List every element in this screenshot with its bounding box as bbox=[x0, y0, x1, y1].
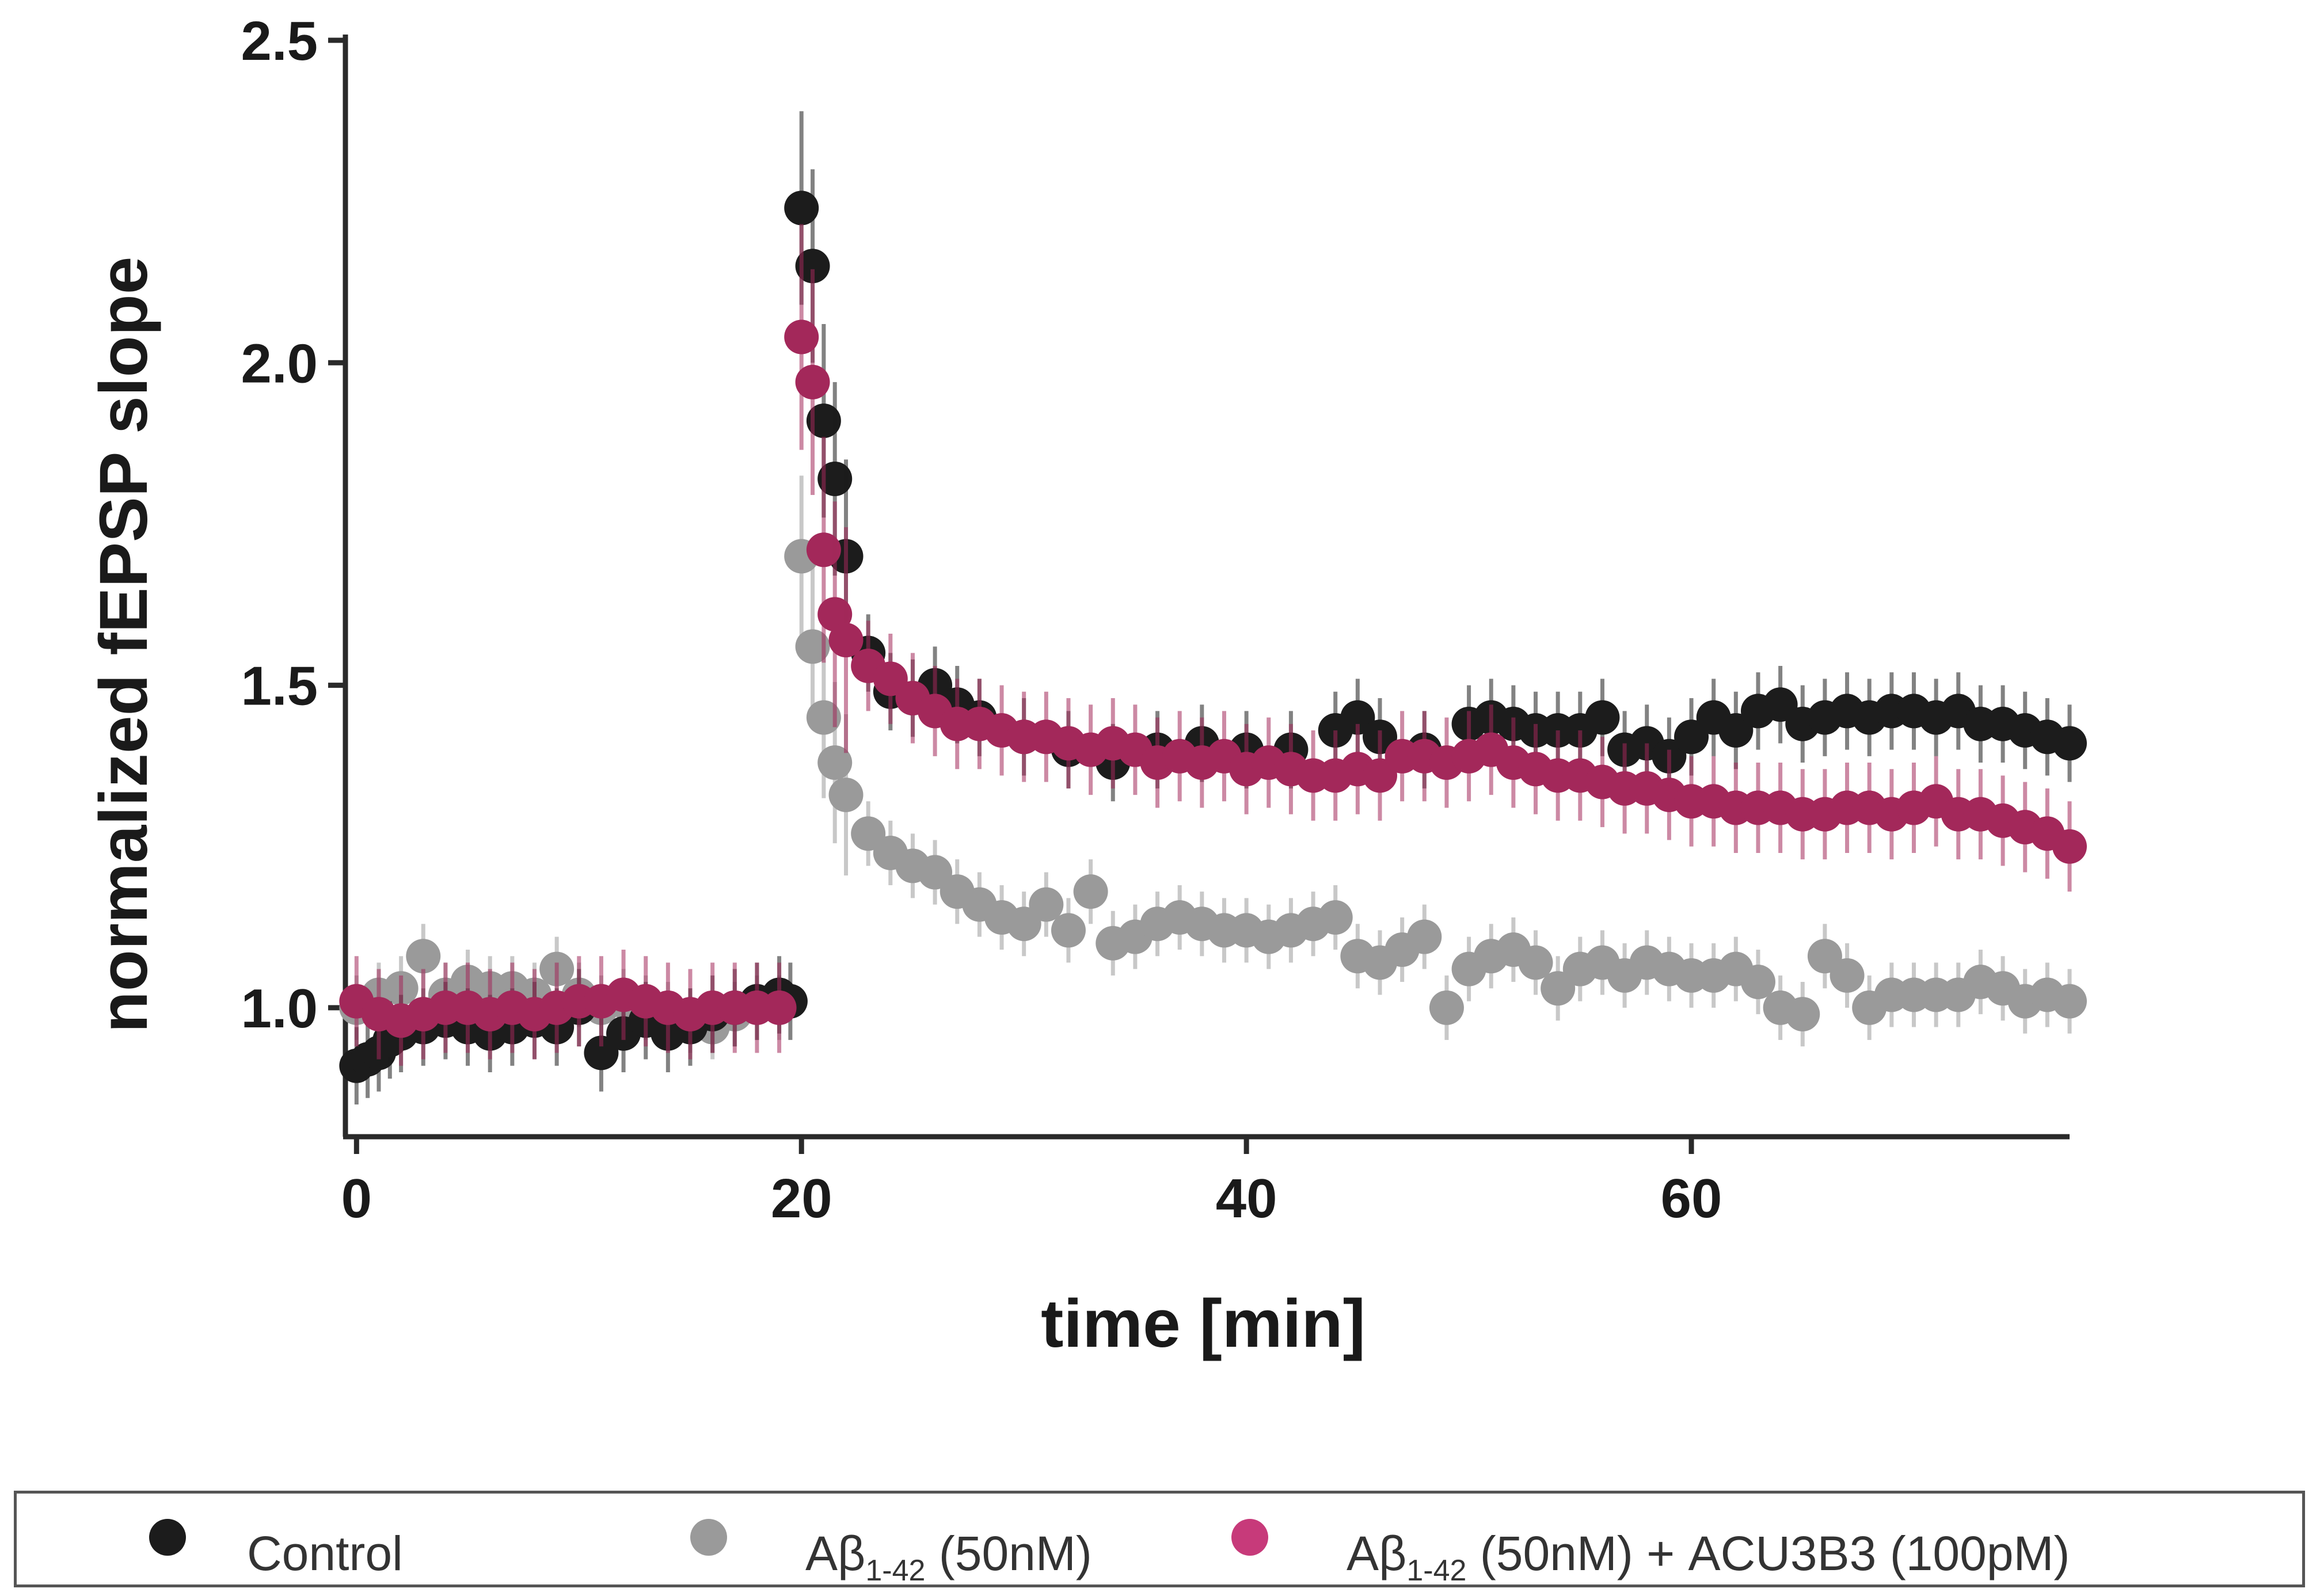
y-tick-label: 2.0 bbox=[241, 333, 318, 394]
data-point bbox=[1318, 900, 1353, 935]
data-point bbox=[873, 661, 908, 696]
data-point bbox=[2052, 984, 2087, 1019]
series-2 bbox=[339, 224, 2087, 1066]
data-point bbox=[1407, 919, 1442, 954]
data-point bbox=[828, 778, 864, 813]
data-point bbox=[584, 1035, 619, 1071]
data-point bbox=[828, 623, 864, 658]
data-point bbox=[1830, 958, 1865, 993]
data-point bbox=[806, 700, 841, 735]
data-point bbox=[817, 597, 853, 632]
data-point bbox=[817, 462, 853, 496]
data-point bbox=[784, 319, 819, 355]
data-point bbox=[1674, 719, 1709, 755]
data-point bbox=[1051, 913, 1086, 948]
chart-axes: 1.0 1.5 2.0 2.5 0 20 40 60 bbox=[241, 10, 2070, 1229]
data-point bbox=[1585, 700, 1620, 735]
data-point bbox=[1763, 687, 1798, 722]
data-point bbox=[1785, 997, 1820, 1032]
data-point bbox=[1006, 906, 1041, 942]
data-point bbox=[1807, 939, 1842, 974]
x-tick-label: 40 bbox=[1216, 1168, 1277, 1229]
chart-series bbox=[339, 111, 2087, 1104]
data-point bbox=[2052, 829, 2087, 864]
data-point bbox=[851, 816, 886, 851]
data-point bbox=[1541, 971, 1576, 1006]
data-point bbox=[1340, 700, 1375, 735]
data-point bbox=[806, 403, 841, 439]
data-point bbox=[1718, 713, 1754, 748]
legend: Control Aβ1-42 (50nM) Aβ1-42 (50nM) + AC… bbox=[14, 1491, 2305, 1587]
data-point bbox=[2052, 726, 2087, 761]
x-tick-label: 0 bbox=[341, 1168, 372, 1229]
legend-marker-abeta-acu3b3 bbox=[1231, 1519, 1268, 1556]
data-point bbox=[784, 191, 819, 226]
data-point bbox=[795, 364, 830, 399]
data-point bbox=[795, 629, 830, 664]
data-point bbox=[1029, 887, 1064, 922]
y-axis-title: normalized fEPSP slope bbox=[86, 257, 162, 1033]
data-point bbox=[918, 855, 953, 890]
x-tick-label: 20 bbox=[771, 1168, 832, 1229]
x-tick-label: 60 bbox=[1661, 1168, 1722, 1229]
data-point bbox=[817, 745, 853, 780]
data-point bbox=[1073, 874, 1108, 909]
legend-marker-abeta bbox=[690, 1519, 727, 1556]
data-point bbox=[1363, 758, 1397, 793]
legend-label-control: Control bbox=[247, 1526, 403, 1580]
legend-marker-control bbox=[149, 1519, 186, 1556]
legend-label-abeta-acu3b3: Aβ1-42 (50nM) + ACU3B3 (100pM) bbox=[1347, 1526, 2070, 1587]
data-point bbox=[795, 249, 830, 284]
data-point bbox=[1429, 990, 1464, 1025]
y-tick-label: 1.0 bbox=[241, 978, 318, 1039]
y-tick-label: 1.5 bbox=[241, 656, 318, 717]
legend-label-abeta: Aβ1-42 (50nM) bbox=[805, 1526, 1092, 1587]
data-point bbox=[1518, 945, 1553, 980]
data-point bbox=[1740, 965, 1775, 1000]
data-point bbox=[806, 532, 841, 567]
x-axis-title: time [min] bbox=[1041, 1286, 1366, 1362]
y-tick-label: 2.5 bbox=[241, 10, 318, 72]
data-point bbox=[406, 939, 441, 974]
chart: 1.0 1.5 2.0 2.5 0 20 40 60 time [min] normalize… bbox=[86, 10, 2087, 1362]
data-point bbox=[762, 990, 797, 1025]
